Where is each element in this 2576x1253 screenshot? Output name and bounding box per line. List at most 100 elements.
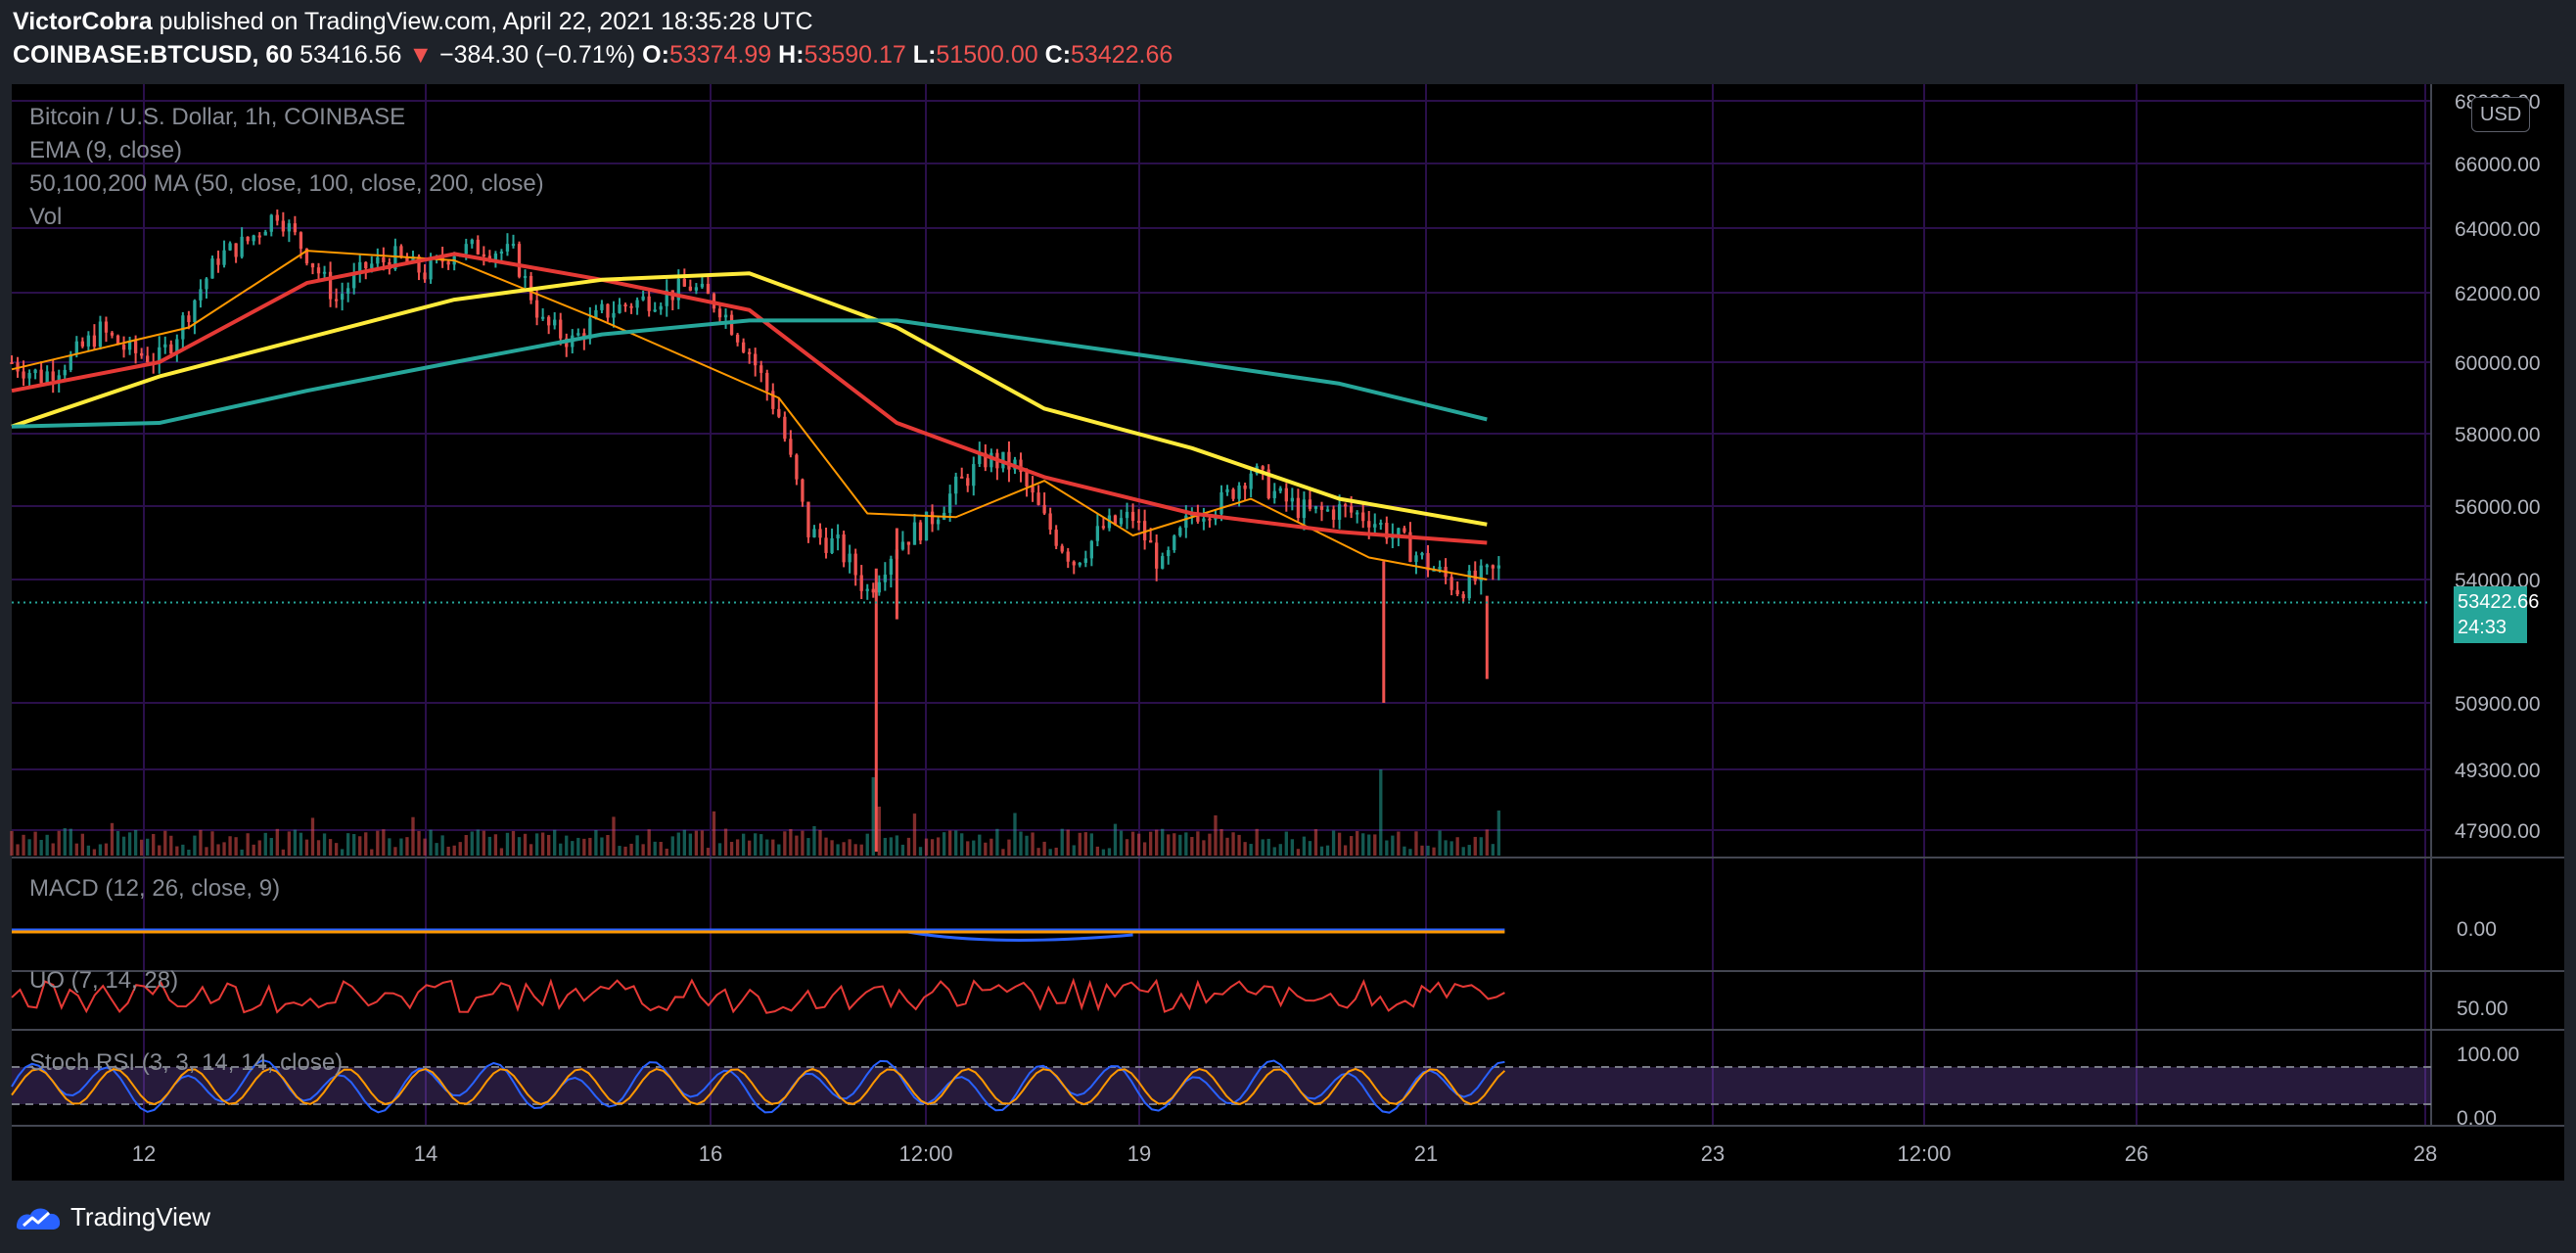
volume-bar (688, 833, 693, 856)
volume-bar (1184, 832, 1188, 856)
volume-bar (388, 838, 391, 856)
volume-bar (1367, 834, 1371, 856)
change-down-icon: ▼ (408, 41, 434, 69)
candle-body (842, 534, 846, 563)
volume-bar (918, 847, 923, 856)
volume-bar (393, 847, 397, 856)
candle-body (482, 254, 485, 256)
stoch-d-line (11, 1067, 1506, 1106)
candle-body (193, 300, 197, 323)
candle-body (647, 296, 651, 311)
indicator-tick-label: 100.00 (2457, 1044, 2519, 1066)
volume-bar (10, 830, 14, 856)
price-tick-label: 66000.00 (2455, 154, 2541, 176)
symbol-label: COINBASE:BTCUSD, 60 (13, 41, 294, 69)
candle-body (1042, 504, 1046, 514)
candle-body (623, 304, 627, 307)
volume-bar (895, 835, 899, 856)
volume-bar (735, 839, 740, 856)
candle-body (1184, 515, 1188, 529)
legend-ema[interactable]: EMA (9, close) (29, 137, 183, 163)
tradingview-logo-icon (17, 1207, 61, 1230)
candle-body (1331, 509, 1336, 520)
legend-macd[interactable]: MACD (12, 26, close, 9) (29, 875, 281, 902)
candle-body (754, 353, 758, 366)
volume-bar (865, 833, 869, 856)
indicator-tick-label: 0.00 (2457, 918, 2497, 941)
candle-body (859, 575, 863, 591)
candle-body (399, 246, 403, 256)
volume-bar (139, 839, 144, 856)
time-tick-label: 12:00 (1897, 1141, 1951, 1166)
candle-body (33, 369, 37, 374)
legend-vol[interactable]: Vol (29, 204, 63, 230)
ma-line (11, 252, 1488, 545)
volume-bar (1072, 845, 1076, 856)
candle-body (429, 259, 433, 280)
candle-body (688, 286, 693, 291)
candle-body (1455, 589, 1459, 595)
volume-bar (842, 842, 846, 856)
volume-bar (411, 816, 415, 856)
time-tick-label: 12 (132, 1141, 156, 1166)
candle-body (700, 283, 705, 288)
volume-bar (1148, 831, 1153, 856)
candle-body (63, 369, 67, 376)
volume-bar (158, 845, 161, 856)
volume-bar (169, 835, 173, 856)
currency-button[interactable]: USD (2471, 97, 2531, 132)
candle-body (1113, 515, 1118, 525)
volume-bar (1420, 845, 1424, 856)
volume-bar (523, 833, 528, 856)
candle-body (594, 309, 598, 319)
candle-body (181, 315, 185, 340)
volume-bar (877, 807, 881, 856)
author-name[interactable]: VictorCobra (13, 8, 153, 35)
candle-body (877, 581, 881, 593)
volume-bar (606, 834, 610, 856)
volume-bar (676, 832, 680, 856)
volume-bar (358, 836, 362, 856)
volume-bar (440, 835, 444, 856)
candle-body (310, 263, 315, 268)
volume-bar (1119, 830, 1124, 856)
volume-bar (1066, 829, 1070, 856)
candle-body (121, 345, 126, 350)
volume-bar (234, 837, 238, 856)
volume-bar (966, 841, 970, 856)
volume-bar (1284, 831, 1288, 856)
volume-bar (1214, 814, 1218, 856)
candle-body (275, 214, 279, 221)
volume-bar (1255, 828, 1259, 856)
time-tick-label: 26 (2125, 1141, 2148, 1166)
candle-body (1054, 530, 1058, 546)
candle-body (1325, 509, 1330, 512)
candle-body (22, 371, 25, 379)
candle-body (464, 244, 468, 255)
time-axis: 12 14 16 12:00 19 21 23 12:00 26 28 (132, 1141, 2437, 1166)
candle-body (865, 588, 869, 591)
volume-bar (1356, 830, 1359, 856)
candle-body (1243, 485, 1247, 489)
legend-uo[interactable]: UO (7, 14, 28) (29, 967, 179, 994)
candle-body (989, 452, 993, 468)
open-value: 53374.99 (668, 41, 772, 69)
candle-body (1155, 542, 1159, 569)
volume-bar (1337, 832, 1342, 856)
footer-branding[interactable]: TradingView (14, 1202, 210, 1232)
candle-body (818, 529, 822, 538)
legend-ma[interactable]: 50,100,200 MA (50, close, 100, close, 20… (29, 170, 544, 197)
legend-stoch-rsi[interactable]: Stoch RSI (3, 3, 14, 14, close) (29, 1049, 344, 1076)
volume-bar (1455, 837, 1459, 856)
candle-body (789, 439, 793, 455)
volume-bar (1290, 839, 1295, 856)
volume-bar (304, 839, 309, 856)
volume-bar (1361, 833, 1365, 856)
candle-body (57, 375, 61, 381)
volume-bar (641, 844, 645, 856)
volume-bar (1001, 849, 1005, 856)
candle-body (110, 332, 115, 336)
volume-bar (163, 830, 167, 856)
candle-body (263, 231, 267, 236)
